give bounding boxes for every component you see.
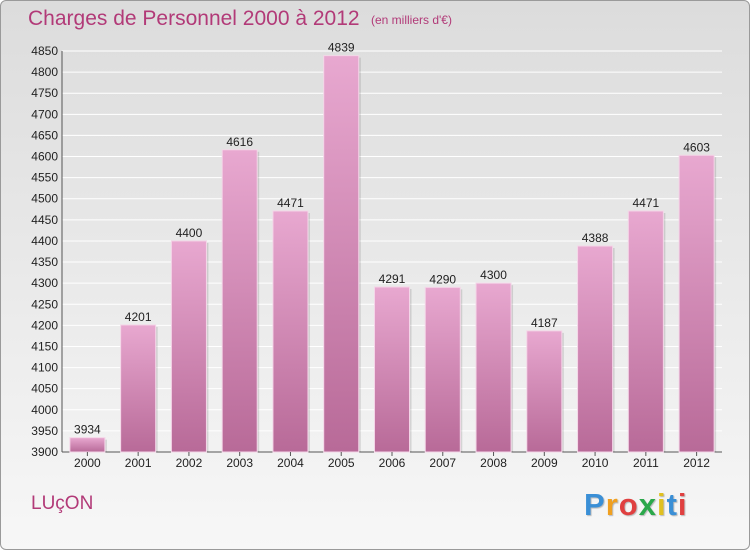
x-tick-label: 2005 <box>328 456 355 470</box>
bar-value-label: 4400 <box>176 226 203 240</box>
bar-value-label: 4603 <box>683 140 710 154</box>
y-tick-label: 3950 <box>31 424 58 438</box>
bar-value-label: 4471 <box>277 196 304 210</box>
bar-value-label: 4300 <box>480 268 507 282</box>
logo-letter: r <box>605 487 619 522</box>
y-tick-label: 4050 <box>31 382 58 396</box>
bar-value-label: 4290 <box>429 272 456 286</box>
bar <box>577 245 614 453</box>
bar-value-label: 4201 <box>125 310 152 324</box>
x-tick-label: 2010 <box>582 456 609 470</box>
logo-letter: P <box>584 487 606 522</box>
bar <box>272 210 309 453</box>
proxiti-logo: Proxiti <box>584 487 688 523</box>
y-tick-label: 4300 <box>31 276 58 290</box>
x-tick-label: 2002 <box>176 456 203 470</box>
bar <box>170 240 207 453</box>
bar <box>69 437 106 453</box>
bar <box>678 154 715 453</box>
y-tick-label: 4650 <box>31 128 58 142</box>
y-tick-label: 4850 <box>31 44 58 58</box>
bar-value-label: 4839 <box>328 41 355 55</box>
logo-letter: i <box>677 487 688 522</box>
y-tick-label: 4400 <box>31 234 58 248</box>
y-tick-label: 4000 <box>31 403 58 417</box>
x-tick-label: 2011 <box>633 456 659 470</box>
bar <box>627 210 664 453</box>
bar <box>424 286 461 453</box>
y-tick-label: 3900 <box>31 445 58 459</box>
y-tick-label: 4600 <box>31 150 58 164</box>
x-tick-label: 2000 <box>74 456 101 470</box>
x-tick-label: 2003 <box>226 456 253 470</box>
bar-value-label: 4388 <box>582 231 609 245</box>
bar-value-label: 4616 <box>226 135 253 149</box>
bar <box>221 149 258 453</box>
y-tick-label: 4750 <box>31 86 58 100</box>
chart-title: Charges de Personnel 2000 à 2012 <box>28 7 360 30</box>
x-tick-label: 2004 <box>277 456 304 470</box>
bar <box>120 324 157 453</box>
bar-value-label: 4291 <box>379 272 406 286</box>
y-tick-label: 4200 <box>31 318 58 332</box>
y-tick-label: 4800 <box>31 65 58 79</box>
bar <box>373 286 411 453</box>
y-tick-label: 4550 <box>31 171 58 185</box>
bar-value-label: 3934 <box>74 423 101 437</box>
x-tick-label: 2009 <box>531 456 558 470</box>
bar <box>475 282 512 453</box>
x-tick-label: 2001 <box>125 456 152 470</box>
x-tick-label: 2012 <box>683 456 710 470</box>
commune-name: LUçON <box>31 493 94 514</box>
bar-value-label: 4187 <box>531 316 558 330</box>
y-tick-label: 4450 <box>31 213 58 227</box>
x-tick-label: 2006 <box>379 456 406 470</box>
bar-value-label: 4471 <box>632 196 659 210</box>
bar <box>323 55 360 453</box>
y-tick-label: 4100 <box>31 361 58 375</box>
logo-letter: o <box>618 487 639 522</box>
bar <box>526 330 563 453</box>
logo-letter: i <box>656 487 667 522</box>
y-tick-label: 4500 <box>31 192 58 206</box>
y-tick-label: 4250 <box>31 297 58 311</box>
logo-letter: t <box>666 487 678 522</box>
chart-subtitle: (en milliers d'€) <box>371 13 452 27</box>
x-tick-label: 2007 <box>429 456 456 470</box>
logo-letter: x <box>638 487 657 522</box>
y-tick-label: 4700 <box>31 107 58 121</box>
x-tick-label: 2008 <box>480 456 507 470</box>
y-tick-label: 4350 <box>31 255 58 269</box>
y-tick-label: 4150 <box>31 339 58 353</box>
